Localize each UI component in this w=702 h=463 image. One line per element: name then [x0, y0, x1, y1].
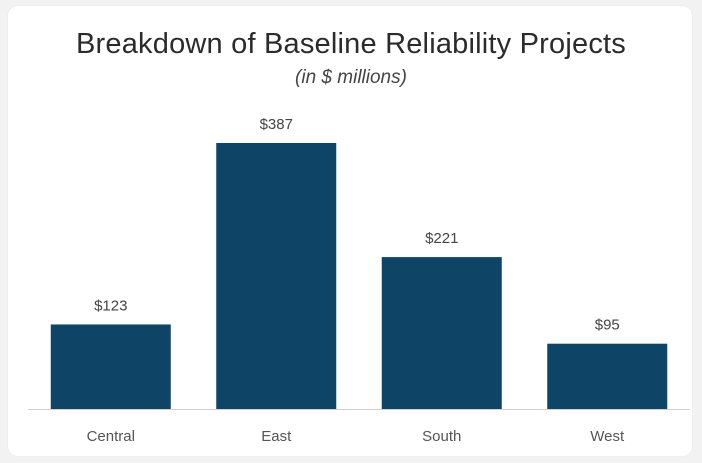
data-label-central: $123: [94, 297, 127, 314]
data-label-east: $387: [260, 116, 293, 133]
labels-layer: $123 Central $387 East $221 South $95 West: [87, 116, 625, 445]
data-label-west: $95: [595, 317, 620, 334]
bar-south: [381, 257, 502, 409]
x-tick-label-west: West: [590, 428, 625, 445]
bar-east: [216, 143, 337, 409]
chart-title: Breakdown of Baseline Reliability Projec…: [76, 28, 626, 60]
bar-central: [50, 324, 171, 409]
x-tick-label-south: South: [422, 428, 461, 445]
bars-layer: [50, 143, 668, 409]
x-tick-label-central: Central: [87, 428, 135, 445]
bar-west: [547, 343, 668, 409]
x-tick-label-east: East: [261, 428, 292, 445]
chart-subtitle: (in $ millions): [295, 67, 407, 88]
data-label-south: $221: [425, 230, 458, 247]
